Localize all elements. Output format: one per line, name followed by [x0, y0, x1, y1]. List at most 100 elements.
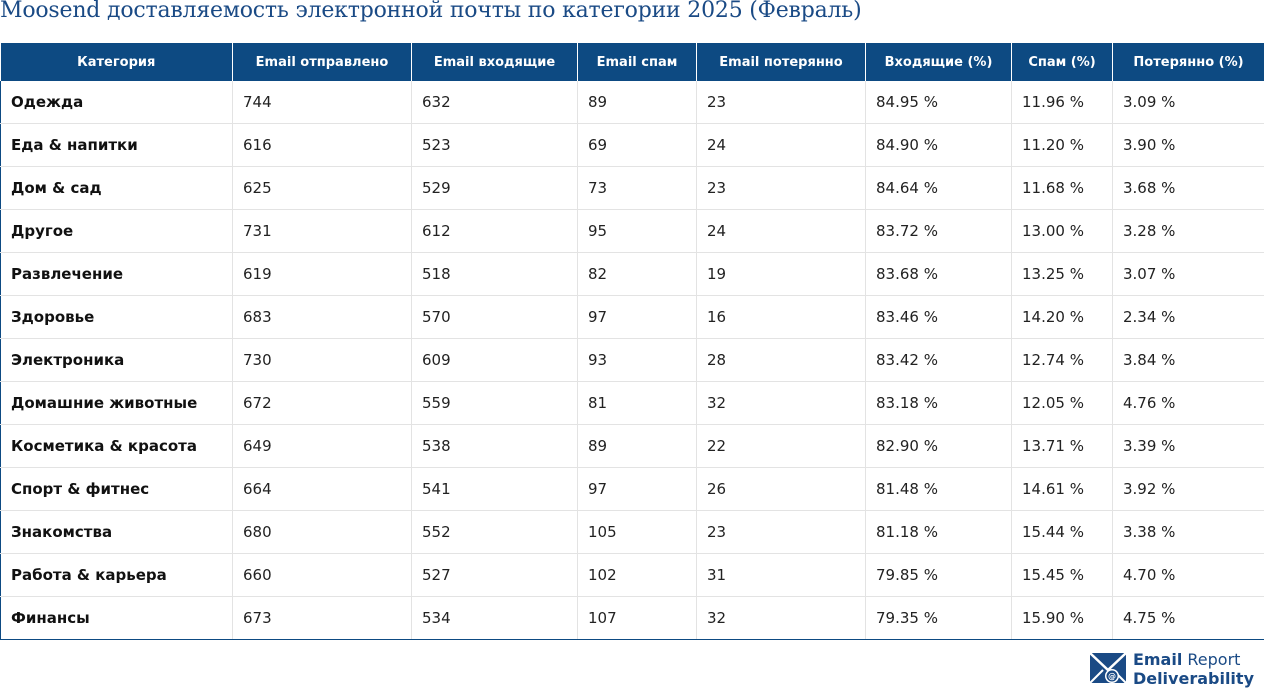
table-cell: 32	[696, 381, 866, 425]
table-cell: 15.45 %	[1011, 553, 1113, 597]
table-cell: 680	[232, 510, 412, 554]
table-cell: 538	[411, 424, 578, 468]
table-cell: 12.74 %	[1011, 338, 1113, 382]
table-cell: 541	[411, 467, 578, 511]
table-cell: 11.20 %	[1011, 123, 1113, 167]
column-header: Email потерянно	[696, 43, 866, 81]
table-cell: 11.68 %	[1011, 166, 1113, 210]
table-cell: 12.05 %	[1011, 381, 1113, 425]
envelope-at-icon: @	[1089, 652, 1127, 684]
table-cell: 83.68 %	[865, 252, 1012, 296]
table-cell: 32	[696, 596, 866, 640]
table-body: Одежда 744 632 89 23 84.95 % 11.96 % 3.09 % Еда …	[0, 81, 1264, 640]
table-cell: 97	[577, 467, 697, 511]
table-cell: 534	[411, 596, 578, 640]
table-cell: 79.35 %	[865, 596, 1012, 640]
table-cell: 22	[696, 424, 866, 468]
table-cell: 95	[577, 209, 697, 253]
table-row: Еда & напитки 616 523 69 24 84.90 % 11.20 % 3.9…	[0, 123, 1264, 167]
table-cell: 107	[577, 596, 697, 640]
category-cell: Спорт & фитнес	[0, 467, 233, 511]
table-row: Одежда 744 632 89 23 84.95 % 11.96 % 3.09 %	[0, 81, 1264, 124]
table-cell: 649	[232, 424, 412, 468]
table-cell: 84.90 %	[865, 123, 1012, 167]
table-cell: 102	[577, 553, 697, 597]
table-cell: 81	[577, 381, 697, 425]
category-cell: Финансы	[0, 596, 233, 640]
table-cell: 529	[411, 166, 578, 210]
email-report-deliverability-logo: @ Email Report Deliverability	[1089, 650, 1254, 688]
deliverability-table: Категория Email отправлено Email входящи…	[0, 43, 1264, 640]
table-cell: 13.71 %	[1011, 424, 1113, 468]
table-cell: 4.76 %	[1112, 381, 1264, 425]
table-cell: 518	[411, 252, 578, 296]
column-header: Email отправлено	[232, 43, 412, 81]
table-cell: 4.75 %	[1112, 596, 1264, 640]
table-cell: 3.39 %	[1112, 424, 1264, 468]
table-cell: 559	[411, 381, 578, 425]
table-cell: 683	[232, 295, 412, 339]
table-cell: 672	[232, 381, 412, 425]
table-cell: 84.64 %	[865, 166, 1012, 210]
category-cell: Работа & карьера	[0, 553, 233, 597]
table-cell: 82	[577, 252, 697, 296]
table-cell: 97	[577, 295, 697, 339]
table-row: Работа & карьера 660 527 102 31 79.85 % 15.45 …	[0, 553, 1264, 597]
category-cell: Косметика & красота	[0, 424, 233, 468]
table-cell: 660	[232, 553, 412, 597]
table-cell: 15.44 %	[1011, 510, 1113, 554]
svg-text:@: @	[1108, 672, 1116, 681]
table-cell: 24	[696, 209, 866, 253]
column-header: Email входящие	[411, 43, 578, 81]
category-cell: Одежда	[0, 81, 233, 124]
table-cell: 673	[232, 596, 412, 640]
table-cell: 73	[577, 166, 697, 210]
table-row: Развлечение 619 518 82 19 83.68 % 13.25 % 3.07 …	[0, 252, 1264, 296]
table-cell: 609	[411, 338, 578, 382]
table-cell: 82.90 %	[865, 424, 1012, 468]
table-cell: 13.25 %	[1011, 252, 1113, 296]
category-cell: Электроника	[0, 338, 233, 382]
column-header: Email спам	[577, 43, 697, 81]
table-cell: 3.84 %	[1112, 338, 1264, 382]
column-header: Потерянно (%)	[1112, 43, 1264, 81]
table-cell: 3.92 %	[1112, 467, 1264, 511]
column-header: Категория	[0, 43, 233, 81]
table-cell: 570	[411, 295, 578, 339]
table-cell: 527	[411, 553, 578, 597]
table-cell: 81.48 %	[865, 467, 1012, 511]
category-cell: Еда & напитки	[0, 123, 233, 167]
table-row: Финансы 673 534 107 32 79.35 % 15.90 % 4.75 %	[0, 596, 1264, 640]
table-cell: 4.70 %	[1112, 553, 1264, 597]
table-cell: 16	[696, 295, 866, 339]
table-row: Знакомства 680 552 105 23 81.18 % 15.44 % 3.38 …	[0, 510, 1264, 554]
table-cell: 69	[577, 123, 697, 167]
table-cell: 11.96 %	[1011, 81, 1113, 124]
table-cell: 3.68 %	[1112, 166, 1264, 210]
table-cell: 26	[696, 467, 866, 511]
table-cell: 89	[577, 424, 697, 468]
table-cell: 13.00 %	[1011, 209, 1113, 253]
table-cell: 14.20 %	[1011, 295, 1113, 339]
table-cell: 24	[696, 123, 866, 167]
table-cell: 3.09 %	[1112, 81, 1264, 124]
table-cell: 3.90 %	[1112, 123, 1264, 167]
category-cell: Здоровье	[0, 295, 233, 339]
table-row: Электроника 730 609 93 28 83.42 % 12.74 % 3.84 …	[0, 338, 1264, 382]
table-cell: 552	[411, 510, 578, 554]
page-title: Moosend доставляемость электронной почты…	[0, 0, 862, 23]
category-cell: Дом & сад	[0, 166, 233, 210]
table-cell: 14.61 %	[1011, 467, 1113, 511]
table-cell: 744	[232, 81, 412, 124]
table-cell: 23	[696, 166, 866, 210]
column-header: Входящие (%)	[865, 43, 1012, 81]
table-cell: 15.90 %	[1011, 596, 1113, 640]
table-cell: 619	[232, 252, 412, 296]
table-cell: 731	[232, 209, 412, 253]
table-row: Косметика & красота 649 538 89 22 82.90 % 13.7…	[0, 424, 1264, 468]
table-cell: 83.72 %	[865, 209, 1012, 253]
table-cell: 616	[232, 123, 412, 167]
table-cell: 93	[577, 338, 697, 382]
table-cell: 3.28 %	[1112, 209, 1264, 253]
table-cell: 31	[696, 553, 866, 597]
